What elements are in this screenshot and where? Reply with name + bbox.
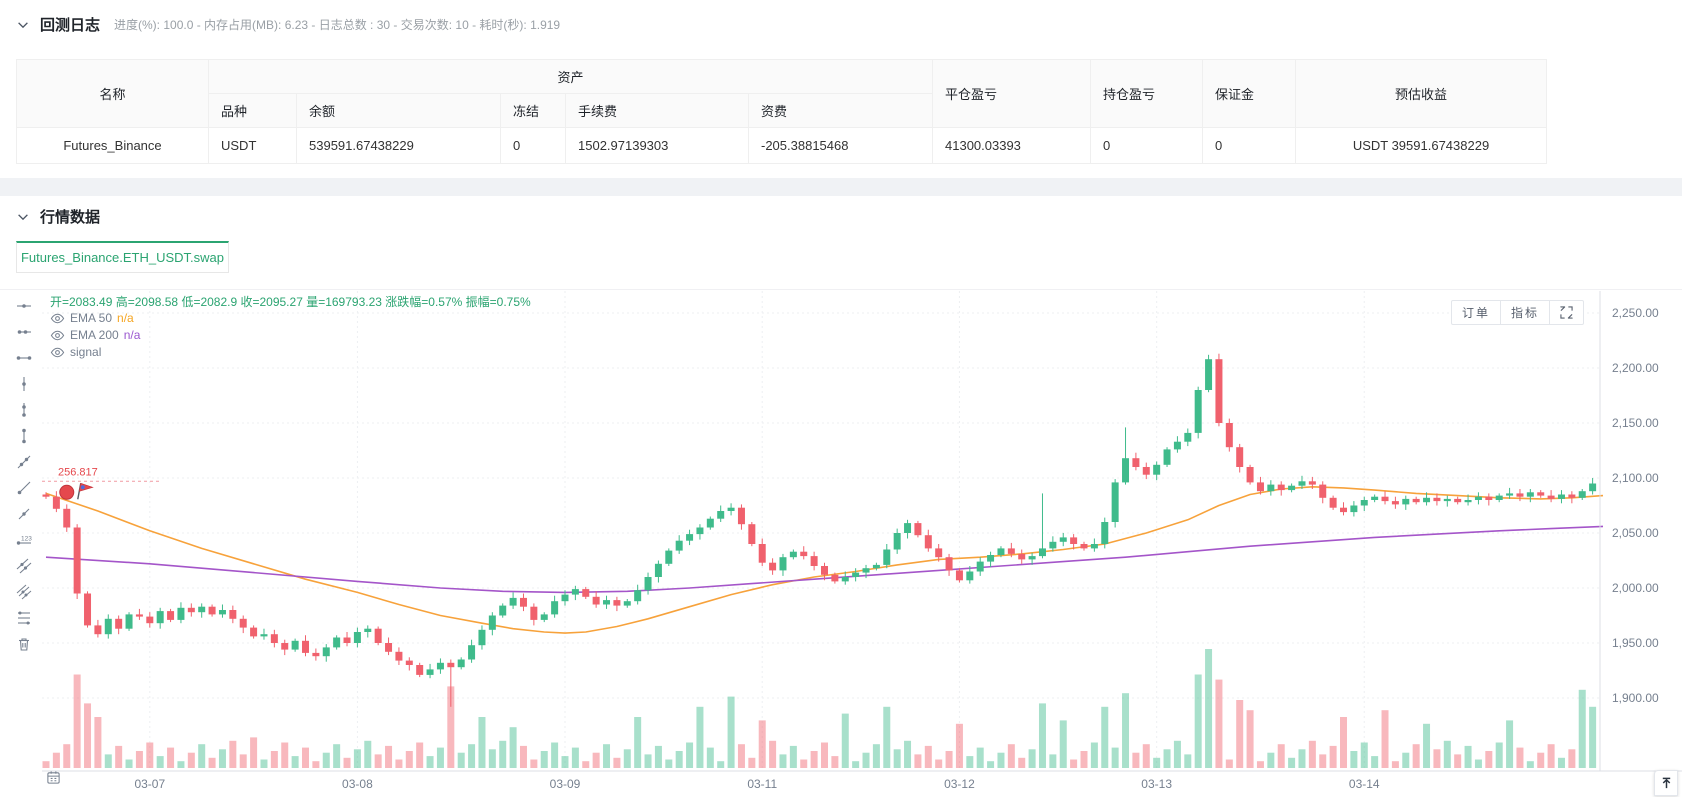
horizontal-ray-tool-icon[interactable] bbox=[16, 324, 32, 340]
svg-text:03-14: 03-14 bbox=[1349, 777, 1380, 791]
scroll-to-latest-button[interactable] bbox=[1654, 770, 1678, 796]
section-title: 行情数据 bbox=[40, 209, 101, 226]
delete-drawings-icon[interactable] bbox=[16, 636, 32, 652]
eye-icon[interactable] bbox=[50, 345, 65, 360]
drawing-toolbar: 123 bbox=[16, 298, 32, 652]
svg-text:2,250.00: 2,250.00 bbox=[1612, 306, 1659, 320]
section-title: 回测日志 bbox=[40, 17, 101, 34]
vertical-ray-tool-icon[interactable] bbox=[16, 402, 32, 418]
col-header-fee: 手续费 bbox=[565, 93, 749, 128]
fibonacci-tool-icon[interactable] bbox=[16, 610, 32, 626]
svg-text:2,100.00: 2,100.00 bbox=[1612, 471, 1659, 485]
orders-button[interactable]: 订单 bbox=[1461, 306, 1490, 320]
arrow-icon bbox=[1662, 777, 1670, 788]
market-data-section: 行情数据 Futures_Binance.ETH_USDT.swap 123 开… bbox=[0, 196, 1682, 797]
backtest-result-table: 名称 资产 平仓盈亏 持仓盈亏 保证金 预估收益 品种 余额 冻结 手续费 资费… bbox=[16, 59, 1547, 164]
col-header-est-profit: 预估收益 bbox=[1295, 59, 1547, 128]
indicator-row-signal: signal bbox=[50, 344, 531, 361]
svg-text:1,950.00: 1,950.00 bbox=[1612, 636, 1659, 650]
cell-balance: 539591.67438229 bbox=[296, 127, 501, 164]
backtest-stats: 进度(%): 100.0 - 内存占用(MB): 6.23 - 日志总数 : 3… bbox=[114, 18, 561, 32]
collapse-chevron-icon[interactable] bbox=[16, 18, 30, 32]
indicator-row-ema200: EMA 200 n/a bbox=[50, 327, 531, 344]
vertical-line-tool-icon[interactable] bbox=[16, 376, 32, 392]
chart-legend: 开=2083.49 高=2098.58 低=2082.9 收=2095.27 量… bbox=[50, 294, 531, 361]
symbol-tabs: Futures_Binance.ETH_USDT.swap bbox=[16, 241, 1682, 273]
backtest-log-header: 回测日志 进度(%): 100.0 - 内存占用(MB): 6.23 - 日志总… bbox=[0, 14, 1682, 35]
chart-button-group: 订单 指标 bbox=[1450, 300, 1584, 325]
svg-text:1,900.00: 1,900.00 bbox=[1612, 691, 1659, 705]
indicator-value: n/a bbox=[117, 311, 134, 325]
svg-text:2,000.00: 2,000.00 bbox=[1612, 581, 1659, 595]
cell-fee: 1502.97139303 bbox=[565, 127, 749, 164]
vertical-segment-tool-icon[interactable] bbox=[16, 428, 32, 444]
cell-name: Futures_Binance bbox=[16, 127, 209, 164]
svg-text:123: 123 bbox=[21, 536, 32, 543]
cell-variety: USDT bbox=[208, 127, 297, 164]
svg-text:03-08: 03-08 bbox=[342, 777, 373, 791]
svg-text:03-12: 03-12 bbox=[944, 777, 975, 791]
eye-icon[interactable] bbox=[50, 328, 65, 343]
segment-tool-icon[interactable] bbox=[16, 506, 32, 522]
col-header-name: 名称 bbox=[16, 59, 209, 128]
trend-line-tool-icon[interactable] bbox=[16, 454, 32, 470]
indicator-value: n/a bbox=[123, 328, 141, 342]
market-data-header: 行情数据 bbox=[0, 206, 1682, 227]
svg-text:2,050.00: 2,050.00 bbox=[1612, 526, 1659, 540]
parallel-lines-tool-icon[interactable] bbox=[16, 558, 32, 574]
col-header-closed-pnl: 平仓盈亏 bbox=[932, 59, 1091, 128]
cell-margin: 0 bbox=[1202, 127, 1296, 164]
svg-text:2,150.00: 2,150.00 bbox=[1612, 416, 1659, 430]
cell-position-pnl: 0 bbox=[1090, 127, 1203, 164]
horizontal-line-tool-icon[interactable] bbox=[16, 298, 32, 314]
svg-text:256.817: 256.817 bbox=[58, 466, 98, 478]
col-header-margin: 保证金 bbox=[1202, 59, 1296, 128]
col-header-position-pnl: 持仓盈亏 bbox=[1090, 59, 1203, 128]
svg-text:03-09: 03-09 bbox=[550, 777, 581, 791]
kline-chart-area: 123 开=2083.49 高=2098.58 低=2082.9 收=2095.… bbox=[0, 289, 1682, 797]
ray-line-tool-icon[interactable] bbox=[16, 480, 32, 496]
ohlc-readout: 开=2083.49 高=2098.58 低=2082.9 收=2095.27 量… bbox=[50, 295, 531, 309]
indicator-name: EMA 200 bbox=[70, 328, 119, 342]
calendar-icon[interactable] bbox=[46, 770, 61, 785]
col-header-assets: 资产 bbox=[208, 59, 933, 94]
price-channel-tool-icon[interactable] bbox=[16, 584, 32, 600]
cell-funding: -205.38815468 bbox=[748, 127, 933, 164]
col-header-variety: 品种 bbox=[208, 93, 297, 128]
fullscreen-button[interactable] bbox=[1549, 301, 1583, 324]
section-separator bbox=[0, 178, 1682, 196]
cell-frozen: 0 bbox=[500, 127, 566, 164]
svg-text:2,200.00: 2,200.00 bbox=[1612, 361, 1659, 375]
fullscreen-icon bbox=[1560, 306, 1573, 319]
candlestick-chart[interactable]: 2,250.00 2,200.00 2,150.00 2,100.00 2,050.00… bbox=[0, 291, 1682, 797]
col-header-balance: 余额 bbox=[296, 93, 501, 128]
cell-est-profit: USDT 39591.67438229 bbox=[1295, 127, 1547, 164]
indicators-button[interactable]: 指标 bbox=[1499, 301, 1549, 324]
horizontal-segment-tool-icon[interactable] bbox=[16, 350, 32, 366]
tab-symbol-active[interactable]: Futures_Binance.ETH_USDT.swap bbox=[16, 241, 229, 273]
cell-closed-pnl: 41300.03393 bbox=[932, 127, 1091, 164]
collapse-chevron-icon[interactable] bbox=[16, 210, 30, 224]
col-header-frozen: 冻结 bbox=[500, 93, 566, 128]
table-row: Futures_Binance USDT 539591.67438229 0 1… bbox=[16, 127, 1547, 164]
backtest-log-section: 回测日志 进度(%): 100.0 - 内存占用(MB): 6.23 - 日志总… bbox=[0, 0, 1682, 178]
eye-icon[interactable] bbox=[50, 311, 65, 326]
indicator-row-ema50: EMA 50 n/a bbox=[50, 310, 531, 327]
indicator-name: signal bbox=[70, 345, 102, 359]
svg-text:03-13: 03-13 bbox=[1141, 777, 1172, 791]
svg-text:03-07: 03-07 bbox=[134, 777, 165, 791]
indicator-name: EMA 50 bbox=[70, 311, 113, 325]
col-header-funding: 资费 bbox=[748, 93, 933, 128]
price-line-tool-icon[interactable]: 123 bbox=[16, 532, 32, 548]
svg-text:03-11: 03-11 bbox=[747, 777, 777, 791]
